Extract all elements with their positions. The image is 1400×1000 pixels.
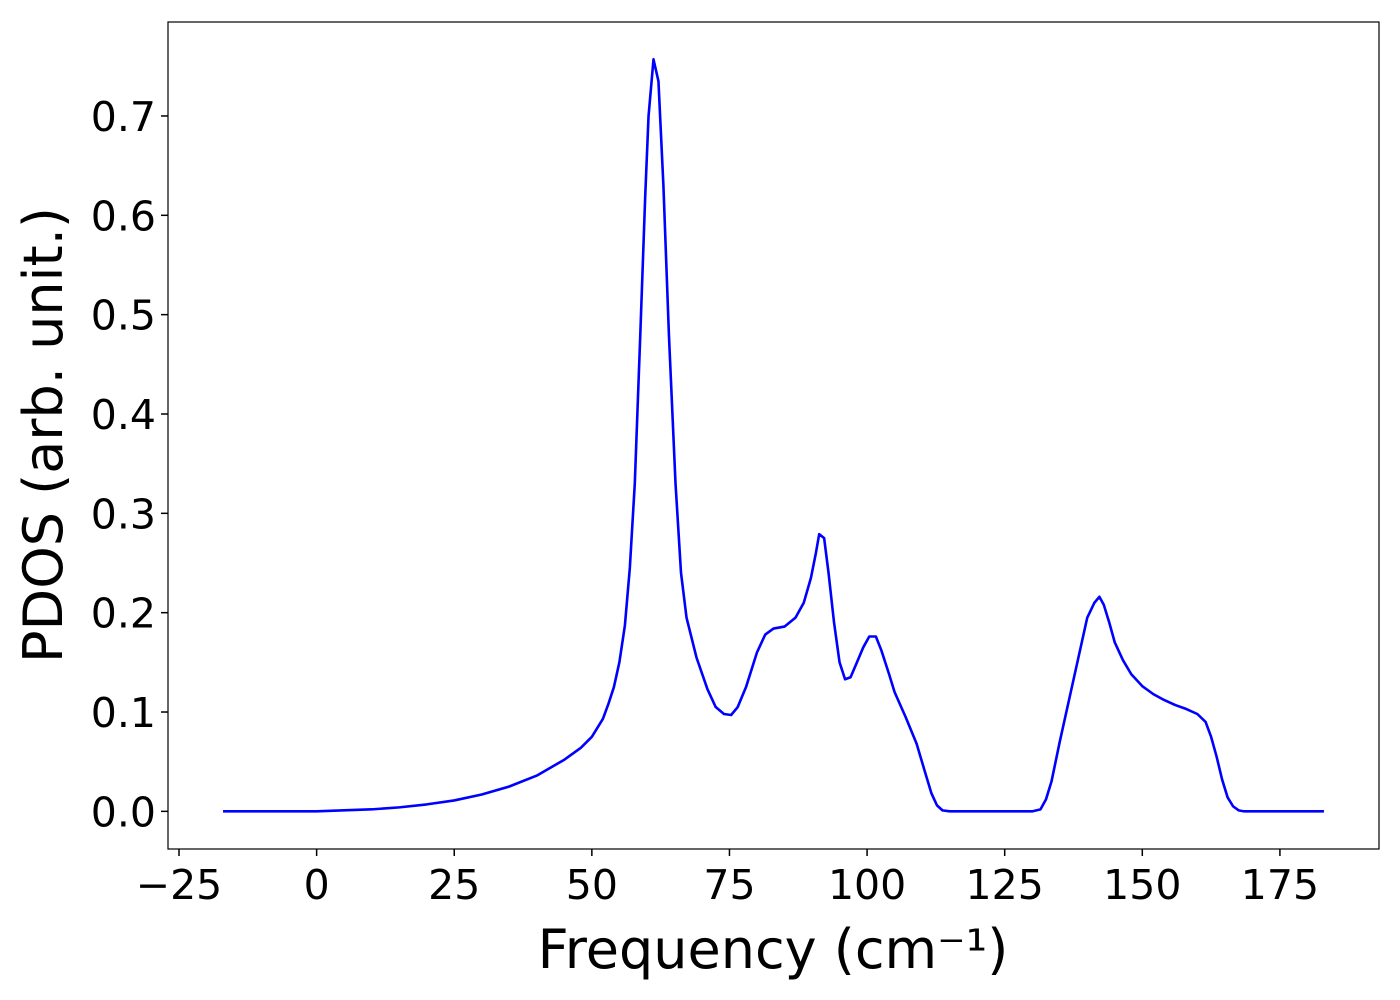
y-tick-label: 0.6 <box>91 192 156 240</box>
y-tick-label: 0.5 <box>91 292 156 340</box>
y-tick-label: 0.1 <box>91 689 156 737</box>
x-tick-label: −25 <box>136 861 223 909</box>
x-tick-label: 150 <box>1103 861 1181 909</box>
x-tick-label: 100 <box>828 861 906 909</box>
x-tick-label: 50 <box>566 861 618 909</box>
x-tick-label: 0 <box>304 861 330 909</box>
x-tick-label: 125 <box>966 861 1044 909</box>
y-tick-label: 0.3 <box>91 490 156 538</box>
plot-frame <box>167 21 1380 850</box>
y-tick-label: 0.4 <box>91 391 156 439</box>
x-tick-label: 25 <box>428 861 480 909</box>
x-tick-label: 75 <box>703 861 755 909</box>
x-tick-label: 175 <box>1241 861 1319 909</box>
y-tick-label: 0.2 <box>91 590 156 638</box>
y-tick-label: 0.7 <box>91 93 156 141</box>
y-axis-label: PDOS (arb. unit.) <box>12 207 75 663</box>
y-tick-label: 0.0 <box>91 788 156 836</box>
x-axis-label: Frequency (cm⁻¹) <box>538 918 1009 981</box>
data-line <box>223 58 1324 813</box>
